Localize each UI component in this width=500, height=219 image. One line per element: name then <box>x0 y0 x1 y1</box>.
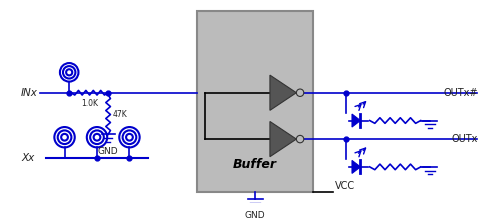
Text: GND: GND <box>98 147 118 155</box>
Text: INx: INx <box>21 88 38 98</box>
Polygon shape <box>270 75 296 110</box>
Polygon shape <box>352 160 360 173</box>
Circle shape <box>296 89 304 96</box>
Text: 47K: 47K <box>113 110 128 119</box>
Text: OUTx: OUTx <box>452 134 478 144</box>
Text: Xx: Xx <box>21 153 34 163</box>
Circle shape <box>296 135 304 143</box>
Text: Buffer: Buffer <box>233 158 277 171</box>
Text: OUTx#: OUTx# <box>444 88 478 98</box>
FancyBboxPatch shape <box>197 11 313 192</box>
Polygon shape <box>352 114 360 127</box>
Text: GND: GND <box>245 211 266 219</box>
Text: VCC: VCC <box>336 181 355 191</box>
Polygon shape <box>270 122 296 157</box>
Text: 1.0K: 1.0K <box>81 99 98 108</box>
